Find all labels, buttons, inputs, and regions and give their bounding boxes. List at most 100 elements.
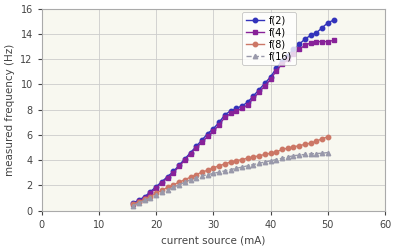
f(16) bbox=[303, 153, 307, 156]
f(4) bbox=[251, 97, 256, 100]
f(8) bbox=[194, 173, 199, 176]
f(2) bbox=[228, 110, 233, 112]
f(16) bbox=[251, 163, 256, 166]
f(8) bbox=[308, 142, 313, 144]
f(2) bbox=[183, 157, 187, 160]
f(8) bbox=[217, 164, 221, 167]
f(4) bbox=[154, 186, 158, 189]
f(2) bbox=[251, 94, 256, 97]
f(8) bbox=[263, 153, 267, 156]
f(16) bbox=[165, 188, 170, 191]
f(8) bbox=[188, 176, 193, 179]
f(2) bbox=[131, 202, 136, 204]
f(2) bbox=[331, 19, 336, 22]
f(16) bbox=[280, 157, 284, 160]
f(2) bbox=[291, 48, 296, 51]
f(16) bbox=[148, 196, 153, 200]
f(8) bbox=[171, 183, 176, 186]
f(4) bbox=[297, 48, 302, 51]
f(16) bbox=[314, 152, 319, 155]
f(4) bbox=[217, 123, 221, 126]
f(2) bbox=[160, 180, 164, 183]
f(2) bbox=[137, 198, 141, 201]
f(2) bbox=[326, 21, 330, 24]
f(2) bbox=[320, 26, 324, 29]
f(8) bbox=[246, 157, 250, 160]
f(2) bbox=[308, 34, 313, 37]
f(4) bbox=[326, 40, 330, 43]
f(4) bbox=[320, 40, 324, 43]
Line: f(16): f(16) bbox=[131, 150, 330, 208]
f(8) bbox=[148, 195, 153, 198]
f(4) bbox=[194, 146, 199, 149]
f(2) bbox=[205, 132, 210, 135]
f(16) bbox=[240, 166, 244, 168]
Line: f(4): f(4) bbox=[131, 38, 336, 206]
f(16) bbox=[154, 194, 158, 197]
f(4) bbox=[177, 165, 181, 168]
f(8) bbox=[165, 186, 170, 189]
f(4) bbox=[200, 141, 204, 144]
f(2) bbox=[194, 145, 199, 148]
f(2) bbox=[303, 38, 307, 40]
f(16) bbox=[131, 204, 136, 207]
f(16) bbox=[274, 158, 279, 161]
f(16) bbox=[177, 183, 181, 186]
f(2) bbox=[143, 195, 147, 198]
f(4) bbox=[303, 44, 307, 47]
f(16) bbox=[211, 172, 216, 175]
f(8) bbox=[200, 170, 204, 173]
f(16) bbox=[160, 191, 164, 194]
f(2) bbox=[148, 190, 153, 193]
f(4) bbox=[148, 192, 153, 194]
f(2) bbox=[200, 138, 204, 141]
f(16) bbox=[308, 152, 313, 155]
f(16) bbox=[297, 154, 302, 156]
f(16) bbox=[228, 168, 233, 171]
f(4) bbox=[228, 112, 233, 115]
f(2) bbox=[223, 113, 227, 116]
f(16) bbox=[205, 173, 210, 176]
f(4) bbox=[274, 69, 279, 72]
f(4) bbox=[223, 116, 227, 119]
f(8) bbox=[154, 192, 158, 194]
f(16) bbox=[291, 154, 296, 157]
f(8) bbox=[286, 147, 290, 150]
f(2) bbox=[240, 104, 244, 108]
f(4) bbox=[131, 203, 136, 206]
f(4) bbox=[183, 159, 187, 162]
f(16) bbox=[268, 159, 273, 162]
f(4) bbox=[240, 107, 244, 110]
f(2) bbox=[188, 151, 193, 154]
f(16) bbox=[188, 178, 193, 181]
f(8) bbox=[303, 143, 307, 146]
f(4) bbox=[286, 58, 290, 61]
f(4) bbox=[246, 103, 250, 106]
f(8) bbox=[234, 159, 239, 162]
f(4) bbox=[171, 171, 176, 174]
f(8) bbox=[160, 189, 164, 192]
f(16) bbox=[263, 160, 267, 164]
f(8) bbox=[131, 203, 136, 206]
f(8) bbox=[143, 198, 147, 201]
f(2) bbox=[280, 59, 284, 62]
f(2) bbox=[274, 66, 279, 70]
f(16) bbox=[223, 169, 227, 172]
f(16) bbox=[286, 156, 290, 158]
f(8) bbox=[257, 154, 261, 157]
f(2) bbox=[314, 31, 319, 34]
f(4) bbox=[314, 40, 319, 43]
f(8) bbox=[223, 162, 227, 166]
f(4) bbox=[268, 78, 273, 81]
f(8) bbox=[320, 137, 324, 140]
f(2) bbox=[268, 76, 273, 78]
f(2) bbox=[211, 127, 216, 130]
f(16) bbox=[183, 181, 187, 184]
f(16) bbox=[217, 170, 221, 173]
f(8) bbox=[205, 169, 210, 172]
f(16) bbox=[320, 152, 324, 155]
f(2) bbox=[171, 170, 176, 173]
f(4) bbox=[160, 181, 164, 184]
f(8) bbox=[183, 178, 187, 181]
f(4) bbox=[188, 152, 193, 155]
